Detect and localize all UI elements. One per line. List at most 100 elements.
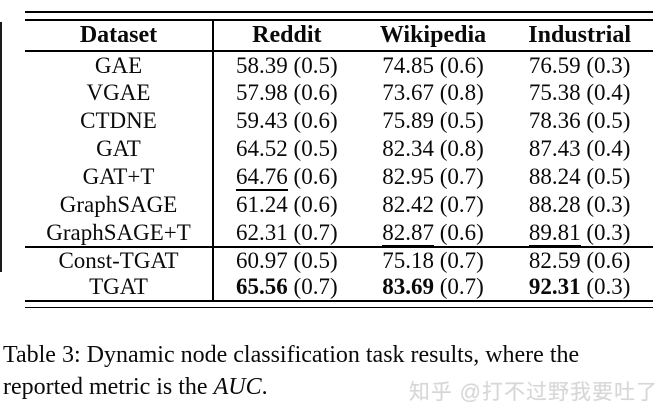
dataset-cell: GAE — [25, 51, 214, 79]
metric-std: (0.7) — [293, 219, 338, 245]
metric-value: 64.52 — [236, 136, 288, 161]
value-cell: 75.89 (0.5) — [360, 107, 507, 135]
metric-std: (0.6) — [293, 192, 338, 217]
results-table-wrap: Dataset Reddit Wikipedia Industrial GAE 58.3… — [25, 11, 653, 308]
header-row: Dataset Reddit Wikipedia Industrial — [25, 20, 653, 52]
value-cell: 83.69 (0.7) — [360, 274, 507, 301]
metric-std: (0.5) — [439, 108, 484, 133]
metric-std: (0.5) — [293, 52, 338, 78]
table-caption: Table 3: Dynamic node classification tas… — [3, 339, 669, 403]
metric-value: 75.38 — [528, 80, 581, 105]
metric-std: (0.5) — [586, 108, 631, 133]
table-row: GAT 64.52 (0.5) 82.34 (0.8) 87.43 (0.4) — [25, 135, 653, 163]
metric-std: (0.6) — [439, 219, 484, 245]
metric-value: 74.85 — [382, 52, 434, 78]
value-cell: 65.56 (0.7) — [213, 274, 360, 301]
metric-value: 87.43 — [528, 136, 581, 161]
metric-std: (0.3) — [586, 274, 631, 299]
metric-value: 64.76 — [236, 164, 288, 191]
dataset-cell: GAT — [25, 135, 214, 163]
metric-std: (0.6) — [439, 52, 484, 78]
results-table-head: Dataset Reddit Wikipedia Industrial — [25, 20, 653, 52]
dataset-cell: GraphSAGE+T — [25, 219, 214, 247]
zhihu-watermark: 知乎 @打不过野我要吐了 — [408, 381, 658, 404]
caption-line1: Table 3: Dynamic node classification tas… — [3, 342, 580, 368]
metric-value: 75.18 — [382, 248, 434, 273]
value-cell: 64.76 (0.6) — [213, 163, 360, 191]
value-cell: 89.81 (0.3) — [506, 219, 653, 247]
value-cell: 74.85 (0.6) — [360, 51, 507, 79]
metric-std: (0.7) — [439, 192, 484, 217]
metric-std: (0.6) — [293, 80, 338, 105]
metric-value: 57.98 — [236, 80, 288, 105]
metric-std: (0.3) — [586, 52, 631, 78]
metric-value: 75.89 — [382, 108, 434, 133]
dataset-cell: Const-TGAT — [25, 246, 214, 274]
table-row: TGAT 65.56 (0.7) 83.69 (0.7) 92.31 (0.3) — [25, 274, 653, 301]
metric-std: (0.5) — [293, 248, 338, 273]
metric-value: 60.97 — [236, 248, 288, 273]
value-cell: 87.43 (0.4) — [506, 135, 653, 163]
dataset-cell: TGAT — [25, 274, 214, 301]
metric-value: 92.31 — [528, 274, 581, 299]
metric-std: (0.4) — [586, 80, 631, 105]
value-cell: 82.42 (0.7) — [360, 191, 507, 219]
column-header-reddit: Reddit — [213, 20, 360, 52]
caption-line2-prefix: reported metric is the — [3, 374, 214, 400]
metric-value: 82.95 — [382, 164, 434, 189]
value-cell: 92.31 (0.3) — [506, 274, 653, 301]
table-row: GAT+T 64.76 (0.6) 82.95 (0.7) 88.24 (0.5) — [25, 163, 653, 191]
column-header-wikipedia: Wikipedia — [359, 20, 507, 52]
dataset-cell: GraphSAGE — [25, 191, 214, 219]
value-cell: 88.24 (0.5) — [506, 163, 653, 191]
value-cell: 61.24 (0.6) — [213, 191, 360, 219]
metric-value: 58.39 — [236, 52, 288, 78]
metric-value: 83.69 — [382, 274, 434, 299]
metric-std: (0.5) — [586, 164, 631, 189]
table-row: VGAE 57.98 (0.6) 73.67 (0.8) 75.38 (0.4) — [25, 79, 653, 107]
metric-value: 62.31 — [236, 219, 288, 245]
metric-value: 88.24 — [528, 164, 581, 189]
metric-value: 82.87 — [382, 219, 434, 247]
dataset-cell: GAT+T — [25, 163, 214, 191]
table-row: CTDNE 59.43 (0.6) 75.89 (0.5) 78.36 (0.5) — [25, 107, 653, 135]
value-cell: 82.34 (0.8) — [360, 135, 507, 163]
value-cell: 59.43 (0.6) — [213, 107, 360, 135]
metric-value: 73.67 — [382, 80, 434, 105]
metric-std: (0.6) — [586, 248, 631, 273]
metric-value: 82.34 — [382, 136, 434, 161]
metric-std: (0.8) — [439, 80, 484, 105]
metric-std: (0.7) — [439, 274, 484, 299]
results-table: Dataset Reddit Wikipedia Industrial GAE 58.3… — [25, 19, 653, 302]
dataset-cell: VGAE — [25, 79, 214, 107]
caption-line2-suffix: . — [261, 374, 268, 400]
value-cell: 57.98 (0.6) — [213, 79, 360, 107]
metric-std: (0.6) — [293, 108, 338, 133]
value-cell: 64.52 (0.5) — [213, 135, 360, 163]
value-cell: 73.67 (0.8) — [360, 79, 507, 107]
column-header-industrial: Industrial — [506, 20, 653, 52]
metric-std: (0.4) — [586, 136, 631, 161]
value-cell: 60.97 (0.5) — [213, 246, 360, 274]
metric-value: 65.56 — [236, 274, 288, 299]
value-cell: 78.36 (0.5) — [506, 107, 653, 135]
metric-value: 59.43 — [236, 108, 288, 133]
caption-metric-auc: AUC — [213, 374, 262, 400]
metric-std: (0.8) — [439, 136, 484, 161]
metric-value: 82.42 — [382, 192, 434, 217]
value-cell: 88.28 (0.3) — [506, 191, 653, 219]
metric-value: 61.24 — [236, 192, 288, 217]
metric-std: (0.6) — [293, 164, 338, 189]
value-cell: 58.39 (0.5) — [213, 51, 360, 79]
table-row: GraphSAGE 61.24 (0.6) 82.42 (0.7) 88.28 (0.… — [25, 191, 653, 219]
value-cell: 82.87 (0.6) — [360, 219, 507, 247]
metric-value: 76.59 — [528, 52, 581, 78]
metric-std: (0.3) — [586, 192, 631, 217]
value-cell: 82.59 (0.6) — [506, 246, 653, 274]
table-row: GraphSAGE+T 62.31 (0.7) 82.87 (0.6) 89.81 (… — [25, 219, 653, 247]
value-cell: 62.31 (0.7) — [213, 219, 360, 247]
column-header-dataset: Dataset — [25, 20, 214, 52]
value-cell: 76.59 (0.3) — [506, 51, 653, 79]
table-row: GAE 58.39 (0.5) 74.85 (0.6) 76.59 (0.3) — [25, 51, 653, 79]
